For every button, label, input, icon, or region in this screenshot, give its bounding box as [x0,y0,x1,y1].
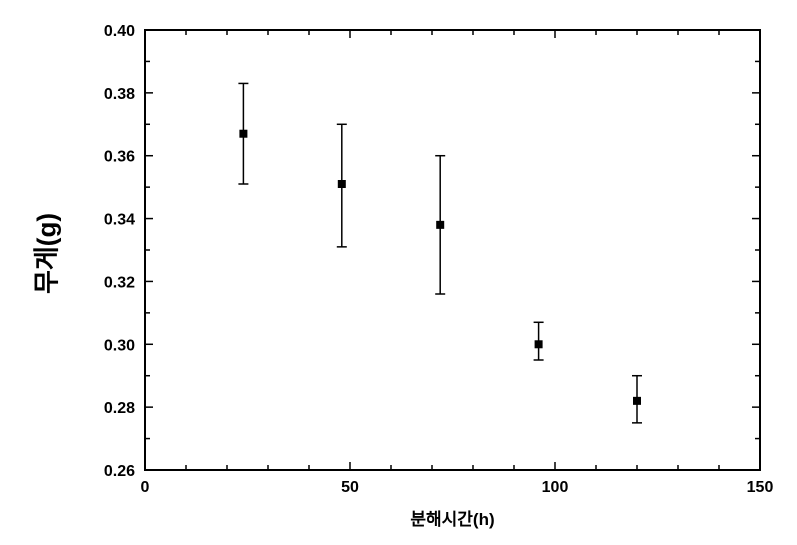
x-tick-label: 0 [141,479,150,496]
data-point [436,221,444,229]
chart-container: 0 50 100 150 0.26 0.28 0.30 0.32 0.34 0.36 0.38 0.4… [0,0,797,545]
y-tick-label: 0.28 [104,400,135,417]
data-point [239,130,247,138]
chart-svg: 0 50 100 150 0.26 0.28 0.30 0.32 0.34 0.36 0.38 0.4… [0,0,797,545]
y-tick-label: 0.34 [104,212,135,229]
y-tick-label: 0.30 [104,337,135,354]
x-tick-label: 100 [542,479,569,496]
y-tick-label: 0.38 [104,86,135,103]
x-axis-label: 분해시간(h) [373,505,533,530]
x-tick-label: 150 [747,479,774,496]
y-axis-label: 무게(g) [27,194,64,314]
x-tick-label: 50 [341,479,359,496]
data-point [338,180,346,188]
y-tick-label: 0.40 [104,23,135,40]
y-tick-label: 0.32 [104,274,135,291]
data-point [535,340,543,348]
y-tick-label: 0.26 [104,463,135,480]
data-point [633,397,641,405]
y-tick-label: 0.36 [104,149,135,166]
